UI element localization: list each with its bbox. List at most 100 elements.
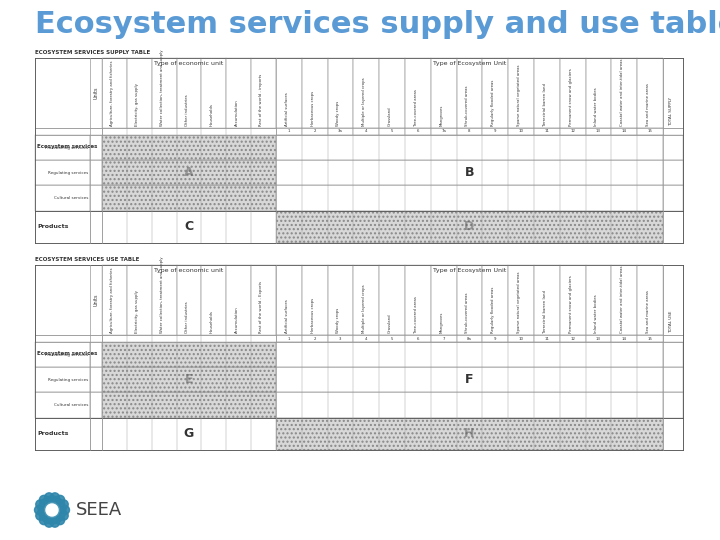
Circle shape [50,493,59,502]
Text: 11: 11 [544,130,549,133]
Bar [328,128,354,135]
Bar [35,185,90,211]
Bar [276,58,663,128]
Text: 15: 15 [648,336,652,341]
Text: Households: Households [210,103,214,126]
Bar [637,265,663,335]
Bar [90,367,102,393]
Bar [405,265,431,335]
Text: Terrestrial barren land: Terrestrial barren land [543,290,547,333]
Bar [102,393,276,417]
Bar [302,58,328,128]
Bar [482,128,508,135]
Text: 13: 13 [596,130,601,133]
Bar [90,417,102,450]
Bar [102,128,276,135]
Text: Water collection, treatment and supply: Water collection, treatment and supply [160,50,164,126]
Text: Households: Households [210,310,214,333]
Text: Regulating services: Regulating services [48,378,88,382]
Bar [35,265,683,450]
Bar [102,265,127,335]
Bar [102,211,276,243]
Bar [663,160,683,185]
Bar [90,342,102,367]
Text: Other industries: Other industries [185,301,189,333]
Circle shape [59,511,68,520]
Text: 4: 4 [365,130,367,133]
Bar [276,58,302,128]
Text: 2: 2 [313,336,316,341]
Bar [328,335,354,342]
Text: 5: 5 [391,336,393,341]
Circle shape [40,495,48,504]
Text: TOTAL SUPPLY: TOTAL SUPPLY [669,97,673,126]
Bar [90,135,102,160]
Text: Type of Ecosystem Unit: Type of Ecosystem Unit [433,268,506,273]
Text: Terrestrial barren land: Terrestrial barren land [543,83,547,126]
Bar [663,135,683,160]
Bar [354,265,379,335]
Bar [508,265,534,335]
Bar [534,335,559,342]
Bar [35,265,102,335]
Bar [176,265,202,335]
Text: Artificial surfaces: Artificial surfaces [285,92,289,126]
Bar [585,58,611,128]
Text: Sparse natural vegetated areas: Sparse natural vegetated areas [517,64,521,126]
Text: G: G [184,427,194,440]
Bar [431,265,456,335]
Circle shape [50,518,59,527]
Bar [35,367,90,393]
Bar [663,128,683,135]
Text: 6: 6 [417,130,419,133]
Bar [585,265,611,335]
Bar [152,265,176,335]
Bar [508,128,534,135]
Text: 8: 8 [468,130,471,133]
Bar [276,265,302,335]
Bar [102,417,276,450]
Text: Multiple or layered crops: Multiple or layered crops [362,285,366,333]
Bar [90,160,102,185]
Text: Inland water bodies: Inland water bodies [595,294,598,333]
Text: Cultural services: Cultural services [53,403,88,407]
Bar [456,265,482,335]
Text: B: B [464,166,474,179]
Circle shape [38,496,66,524]
Text: TOTAL USE: TOTAL USE [669,310,673,333]
Bar [611,265,637,335]
Text: 10: 10 [518,336,523,341]
Text: SEEA: SEEA [76,501,122,519]
Text: Tree-covered areas: Tree-covered areas [414,296,418,333]
Text: Regularly flooded areas: Regularly flooded areas [491,79,495,126]
Bar [663,367,683,393]
Bar [508,335,534,342]
Bar [90,393,102,417]
Bar [202,58,226,128]
Bar [102,160,276,185]
Bar [559,128,585,135]
Bar [328,58,354,128]
Text: 8a: 8a [467,336,472,341]
Bar [482,58,508,128]
Bar [226,58,251,128]
Text: Sea and marine areas: Sea and marine areas [646,83,650,126]
Bar [354,58,379,128]
Bar [226,265,251,335]
Text: Provisioning services: Provisioning services [45,353,88,356]
Text: Mangroves: Mangroves [440,312,444,333]
Text: Regularly flooded areas: Regularly flooded areas [491,287,495,333]
Circle shape [59,500,68,509]
Bar [354,335,379,342]
Text: Coastal water and inter-tidal areas: Coastal water and inter-tidal areas [621,58,624,126]
Bar [663,342,683,367]
Text: Products: Products [37,431,68,436]
Text: 12: 12 [570,336,575,341]
Text: Ecosystem services: Ecosystem services [37,351,97,356]
Bar [405,128,431,135]
Bar [534,58,559,128]
Bar [276,342,663,367]
Text: 14: 14 [622,336,627,341]
Bar [585,128,611,135]
Bar [35,128,102,135]
